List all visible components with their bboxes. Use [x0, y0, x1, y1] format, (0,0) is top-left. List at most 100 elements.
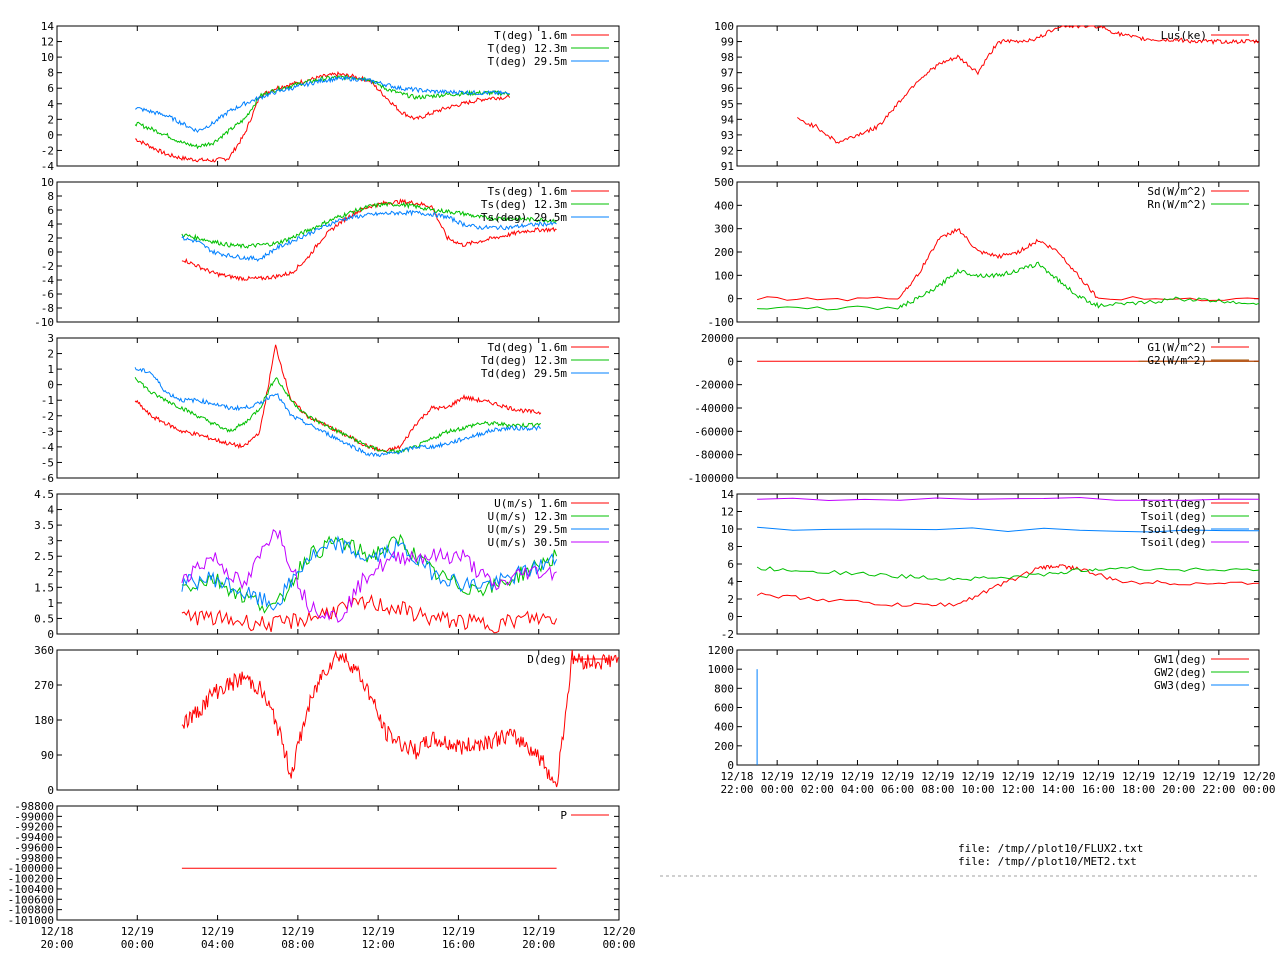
ytick-label: 1.5	[34, 581, 54, 594]
ytick-label: 200	[714, 246, 734, 259]
legend-label-GW-0: GW1(deg)	[1154, 653, 1207, 666]
series-line-U-1	[181, 533, 558, 614]
file-label-met: file: /tmp//plot10/MET2.txt	[958, 855, 1137, 868]
series-line-U-3	[181, 529, 557, 623]
ytick-label: -2	[41, 260, 54, 273]
file-info: file: /tmp//plot10/FLUX2.txt file: /tmp/…	[660, 842, 1260, 877]
series-line-T-2	[134, 75, 510, 134]
ytick-label: 4.5	[34, 488, 54, 501]
ytick-label: 6	[47, 204, 54, 217]
ytick-label: 92	[721, 144, 734, 157]
xtick-label: 08:00	[281, 938, 314, 951]
ytick-label: 2	[727, 593, 734, 606]
ytick-label: 0	[47, 628, 54, 641]
legend-label-GW-2: GW3(deg)	[1154, 679, 1207, 692]
ytick-label: 2	[47, 232, 54, 245]
ytick-label: -99600	[14, 841, 54, 854]
xtick-label: 22:00	[720, 783, 753, 796]
ytick-label: -98800	[14, 800, 54, 813]
xtick-label: 12/19	[801, 770, 834, 783]
chart-panel-P: -101000-100800-100600-100400-100200-1000…	[8, 800, 636, 951]
legend-label-Tsoil-3: Tsoil(deg)	[1141, 536, 1207, 549]
ytick-label: 300	[714, 223, 734, 236]
ytick-label: 2	[47, 566, 54, 579]
series-line-Ts-0	[181, 198, 557, 282]
xtick-label: 00:00	[602, 938, 635, 951]
series-line-U-2	[181, 535, 558, 611]
ytick-label: -100600	[8, 893, 54, 906]
chart-panel-Sd: -100 0 100 200 300 400 500 Sd(W/m^2)Rn(W/m^2)	[708, 176, 1260, 329]
ytick-label: 6	[727, 558, 734, 571]
legend-label-Sd-0: Sd(W/m^2)	[1147, 185, 1207, 198]
ytick-label: 1	[47, 597, 54, 610]
series-line-T-0	[134, 70, 511, 163]
ytick-label: -40000	[694, 402, 734, 415]
xtick-label: 06:00	[881, 783, 914, 796]
series-line-Ts-1	[181, 201, 557, 249]
legend-label-Ts-1: Ts(deg) 12.3m	[481, 198, 567, 211]
ytick-label: 93	[721, 129, 734, 142]
ytick-label: 180	[34, 714, 54, 727]
ytick-label: 6	[47, 82, 54, 95]
ytick-label: 360	[34, 644, 54, 657]
xtick-label: 10:00	[961, 783, 994, 796]
ytick-label: 270	[34, 679, 54, 692]
xtick-label: 12/19	[881, 770, 914, 783]
xtick-label: 12:00	[1002, 783, 1035, 796]
xtick-label: 00:00	[121, 938, 154, 951]
chart-panel-Lus: 91 92 93 94 95 96 97 98 99 100 Lus(ke)	[714, 20, 1260, 173]
ytick-label: 97	[721, 67, 734, 80]
ytick-label: -2	[41, 144, 54, 157]
xtick-label: 20:00	[1162, 783, 1195, 796]
ytick-label: 0	[47, 129, 54, 142]
ytick-label: -100000	[8, 862, 54, 875]
series-line-D-0	[181, 649, 620, 788]
series-line-Sd-1	[757, 261, 1260, 311]
xtick-label: 12/18	[720, 770, 753, 783]
legend-label-U-3: U(m/s) 30.5m	[488, 536, 568, 549]
ytick-label: 1	[47, 363, 54, 376]
series-line-Td-0	[134, 344, 542, 453]
xtick-label: 12/19	[841, 770, 874, 783]
xtick-label: 12/19	[362, 925, 395, 938]
xtick-label: 12/19	[1002, 770, 1035, 783]
legend-label-Tsoil-1: Tsoil(deg)	[1141, 510, 1207, 523]
file-label-flux: file: /tmp//plot10/FLUX2.txt	[958, 842, 1143, 855]
xtick-label: 12/19	[1122, 770, 1155, 783]
legend-label-G-1: G2(W/m^2)	[1147, 354, 1207, 367]
legend-label-P-0: P	[560, 809, 567, 822]
ytick-label: -60000	[694, 425, 734, 438]
ytick-label: -101000	[8, 914, 54, 927]
legend-label-Td-2: Td(deg) 29.5m	[481, 367, 567, 380]
legend-label-GW-1: GW2(deg)	[1154, 666, 1207, 679]
ytick-label: -99000	[14, 810, 54, 823]
ytick-label: -6	[41, 288, 54, 301]
legend-label-Sd-1: Rn(W/m^2)	[1147, 198, 1207, 211]
xtick-label: 12/19	[961, 770, 994, 783]
xtick-label: 12/19	[1162, 770, 1195, 783]
ytick-label: -4	[41, 160, 55, 173]
ytick-label: 4	[47, 98, 54, 111]
series-line-Td-1	[134, 377, 541, 455]
chart-panel-GW: 02004006008001000120012/1822:0012/1900:0…	[708, 644, 1276, 796]
ytick-label: -8	[41, 302, 54, 315]
legend-label-U-0: U(m/s) 1.6m	[494, 497, 567, 510]
xtick-label: 12/19	[1042, 770, 1075, 783]
ytick-label: 14	[41, 20, 55, 33]
ytick-label: -99200	[14, 821, 54, 834]
series-line-Ts-2	[181, 209, 557, 262]
ytick-label: 0	[47, 246, 54, 259]
series-line-Tsoil-0	[756, 564, 1260, 607]
legend-label-Td-1: Td(deg) 12.3m	[481, 354, 567, 367]
series-line-Tsoil-3	[757, 496, 1260, 502]
legend-label-Td-0: Td(deg) 1.6m	[488, 341, 568, 354]
legend-label-Lus-0: Lus(ke)	[1161, 29, 1207, 42]
xtick-label: 12/20	[602, 925, 635, 938]
series-line-T-1	[134, 74, 511, 150]
ytick-label: -5	[41, 456, 54, 469]
xtick-label: 12/19	[281, 925, 314, 938]
ytick-label: 99	[721, 36, 734, 49]
